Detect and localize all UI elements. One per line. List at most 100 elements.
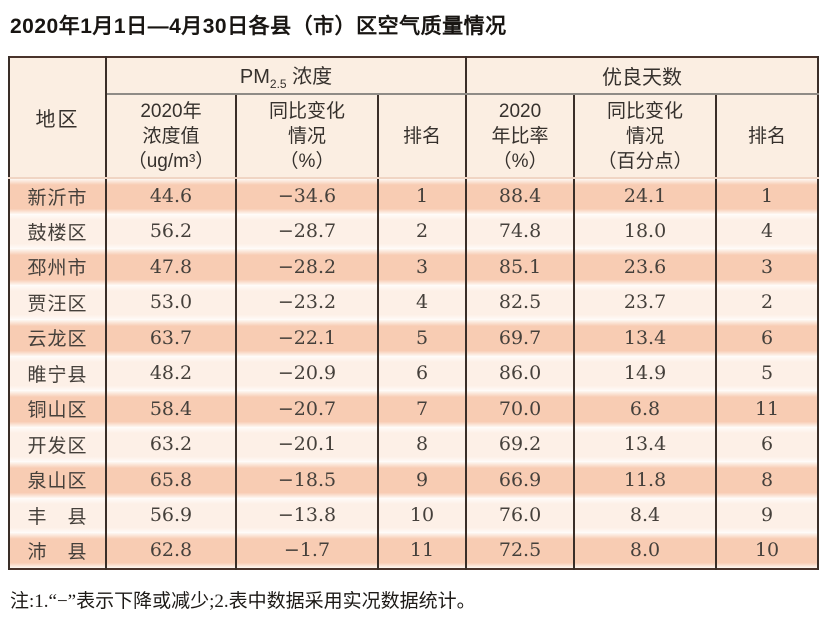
good-change-cell: 18.0 [573,213,718,249]
pm25-change-cell: −22.1 [235,320,379,356]
region-cell: 开发区 [8,426,107,462]
table-row: 鼓楼区 56.2 −28.7 2 74.8 18.0 4 [8,213,820,249]
table-row: 新沂市 44.6 −34.6 1 88.4 24.1 1 [8,178,820,214]
pm25-value-cell: 44.6 [105,178,237,214]
col-group-good-days: 优良天数 [465,57,820,95]
header-line: 情况 [287,125,326,147]
good-rate-cell: 74.8 [465,213,576,249]
header-line: 2020年 [140,100,202,122]
pm25-value-cell: 65.8 [105,462,237,498]
col-header-good-change: 同比变化 情况 （百分点） [573,94,718,179]
pm25-change-cell: −20.1 [235,426,379,462]
region-cell: 睢宁县 [8,355,107,391]
header-line: 情况 [626,125,665,147]
table-row: 邳州市 47.8 −28.2 3 85.1 23.6 3 [8,249,820,285]
pm25-change-cell: −28.7 [235,213,379,249]
good-rate-cell: 66.9 [465,462,576,498]
good-rank-cell: 9 [715,497,820,533]
good-rank-cell: 10 [715,533,820,569]
good-change-cell: 23.6 [573,249,718,285]
pm25-value-cell: 63.7 [105,320,237,356]
region-cell: 鼓楼区 [8,213,107,249]
pm25-rank-cell: 10 [376,497,468,533]
pm25-value-cell: 63.2 [105,426,237,462]
col-group-pm25: PM2.5 浓度 [104,57,468,95]
region-cell: 沛 县 [8,533,107,569]
good-rate-cell: 86.0 [465,355,576,391]
pm25-label-rest: 浓度 [286,66,333,88]
header-line: 排名 [748,125,787,147]
col-header-good-rank: 排名 [715,94,820,179]
region-cell: 新沂市 [8,178,107,214]
header-line: 同比变化 [268,100,345,122]
pm25-value-cell: 58.4 [105,391,237,427]
pm25-value-cell: 48.2 [105,355,237,391]
good-rank-cell: 8 [715,462,820,498]
region-cell: 丰 县 [8,497,107,533]
good-change-cell: 24.1 [573,178,718,214]
pm25-rank-cell: 4 [376,284,468,320]
pm25-change-cell: −1.7 [235,533,379,569]
pm25-rank-cell: 6 [376,355,468,391]
table-row: 贾汪区 53.0 −23.2 4 82.5 23.7 2 [8,284,820,320]
col-header-pm25-change: 同比变化 情况 （%） [235,94,379,179]
table-row: 丰 县 56.9 −13.8 10 76.0 8.4 9 [8,497,820,533]
table-row: 开发区 63.2 −20.1 8 69.2 13.4 6 [8,426,820,462]
good-rank-cell: 6 [715,426,820,462]
air-quality-table: 地区 PM2.5 浓度 优良天数 2020年 浓度值 （ug/m³） 同比变化 … [8,56,820,570]
good-rate-cell: 88.4 [465,178,576,214]
table-row: 铜山区 58.4 −20.7 7 70.0 6.8 11 [8,391,820,427]
col-header-pm25-rank: 排名 [376,94,468,179]
pm25-change-cell: −28.2 [235,249,379,285]
pm25-change-cell: −34.6 [235,178,379,214]
pm25-value-cell: 47.8 [105,249,237,285]
good-rate-cell: 82.5 [465,284,576,320]
header-line: 年比率 [491,125,549,147]
region-cell: 邳州市 [8,249,107,285]
header-line: 2020 [498,100,542,122]
good-change-cell: 13.4 [573,426,718,462]
good-rate-cell: 70.0 [465,391,576,427]
pm25-change-cell: −23.2 [235,284,379,320]
good-change-cell: 8.0 [573,533,718,569]
good-rank-cell: 5 [715,355,820,391]
header-line: （ug/m³） [127,150,215,172]
region-cell: 铜山区 [8,391,107,427]
header-line: （%） [492,150,548,172]
table-row: 云龙区 63.7 −22.1 5 69.7 13.4 6 [8,320,820,356]
pm25-change-cell: −13.8 [235,497,379,533]
pm25-rank-cell: 9 [376,462,468,498]
region-cell: 云龙区 [8,320,107,356]
good-rate-cell: 69.2 [465,426,576,462]
good-change-cell: 23.7 [573,284,718,320]
pm25-rank-cell: 2 [376,213,468,249]
good-change-cell: 6.8 [573,391,718,427]
pm25-value-cell: 56.9 [105,497,237,533]
page-title: 2020年1月1日—4月30日各县（市）区空气质量情况 [10,15,507,38]
header-line: 浓度值 [142,125,200,147]
pm25-change-cell: −20.7 [235,391,379,427]
col-header-pm25-value: 2020年 浓度值 （ug/m³） [105,94,237,179]
good-rank-cell: 6 [715,320,820,356]
good-rate-cell: 69.7 [465,320,576,356]
pm25-value-cell: 53.0 [105,284,237,320]
pm25-value-cell: 56.2 [105,213,237,249]
table-row: 沛 县 62.8 −1.7 11 72.5 8.0 10 [8,533,820,569]
pm25-rank-cell: 11 [376,533,468,569]
good-rank-cell: 4 [715,213,820,249]
table-row: 睢宁县 48.2 −20.9 6 86.0 14.9 5 [8,355,820,391]
good-change-cell: 11.8 [573,462,718,498]
good-rank-cell: 11 [715,391,820,427]
good-rate-cell: 76.0 [465,497,576,533]
table-row: 泉山区 65.8 −18.5 9 66.9 11.8 8 [8,462,820,498]
col-header-region: 地区 [8,57,107,179]
good-rank-cell: 1 [715,178,820,214]
pm25-rank-cell: 3 [376,249,468,285]
good-change-cell: 14.9 [573,355,718,391]
good-rate-cell: 72.5 [465,533,576,569]
pm25-value-cell: 62.8 [105,533,237,569]
header-line: （百分点） [597,150,693,172]
header-line: （%） [279,150,335,172]
good-rank-cell: 2 [715,284,820,320]
